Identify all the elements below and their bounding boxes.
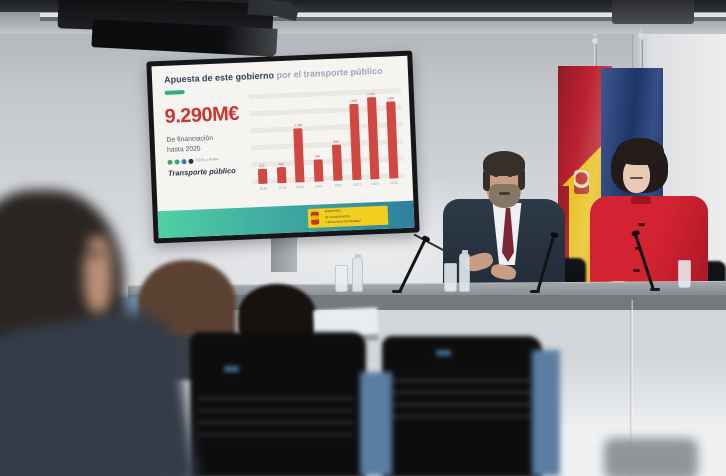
minister-beard [489, 184, 520, 208]
spain-coat-of-arms [574, 170, 589, 194]
tv-stand [271, 238, 297, 272]
x-axis-tick-label: 2020 [296, 185, 305, 190]
chart-bar [331, 144, 343, 181]
chart-bar-slot: 1.330 [290, 123, 307, 183]
bar-value-label: 2.010 [367, 92, 376, 97]
blue-chair-edge [360, 372, 392, 476]
microphone-base [650, 288, 660, 291]
x-axis-tick-label: 2023 [352, 182, 361, 188]
dot-icon [188, 158, 194, 164]
microphone-base [392, 290, 402, 293]
microphone-base [530, 290, 540, 293]
slide-accent-dash [164, 90, 185, 95]
chart-bar-slot: 400 [273, 161, 289, 184]
slide-title-light: por el transporte público [273, 65, 383, 81]
water-glass [335, 265, 348, 292]
slide-title-bold: Apuesta de este gobierno [163, 70, 275, 85]
slide-amount: 9.290M€ [164, 102, 240, 128]
chart-bar-slot: 1.890 [383, 96, 401, 179]
chart-bar-slot: 890 [329, 139, 346, 181]
red-jacket-collar [631, 196, 651, 204]
bar-chart: 370 400 1.330 540 890 1.860 2.010 1.890 2018 201… [248, 88, 405, 194]
seat-logo [436, 350, 451, 356]
bar-value-label: 540 [315, 154, 321, 159]
funding-note: PGEs y PNRR [195, 157, 219, 163]
bottle-cap [462, 250, 468, 254]
seat-logo [224, 366, 239, 372]
jacket-button [633, 269, 640, 272]
minister-eye [508, 175, 512, 177]
water-glass [678, 260, 691, 288]
minister-hair-side [483, 169, 490, 191]
jacket-button [638, 223, 645, 226]
minister-listening-fringe [616, 138, 664, 165]
minister-listening-eyes [630, 177, 643, 179]
water-glass [444, 263, 457, 292]
funding-source-dots: PGEs y PNRR [167, 156, 228, 165]
minister-eye [494, 175, 498, 177]
category-label: Transporte público [167, 166, 236, 178]
chart-bar-slot: 2.010 [364, 92, 383, 180]
bar-value-label: 370 [259, 164, 265, 168]
dot-icon [167, 159, 173, 165]
spain-flag-finial [592, 38, 598, 44]
minister-tie [502, 208, 514, 262]
ceiling-rail-shadow [40, 17, 726, 21]
foreground-journalist-blurred [0, 190, 366, 476]
foreground-chair-top-blurred [604, 438, 698, 476]
chart-bar [348, 103, 361, 181]
ceiling-rail [40, 13, 726, 17]
slide-subtitle: De financiación hasta 2025 [166, 134, 214, 154]
bar-value-label: 890 [333, 139, 339, 144]
chart-bar [257, 168, 268, 185]
water-bottle [459, 250, 470, 292]
eu-flag-finial [638, 33, 644, 39]
chart-bar [313, 159, 324, 182]
x-axis-tick-label: 2025 [390, 181, 398, 186]
chart-bar [276, 166, 287, 184]
ceiling-vent [612, 0, 694, 24]
water-bottle [352, 254, 363, 292]
press-seat-back [382, 336, 542, 476]
minister-hair-side [518, 168, 525, 190]
chart-bar [386, 100, 399, 179]
chart-bar [293, 127, 305, 183]
chart-bar-slot: 1.860 [346, 99, 364, 181]
dot-icon [174, 158, 180, 165]
bar-value-label: 1.860 [349, 99, 357, 104]
bar-value-label: 400 [278, 162, 284, 166]
dot-icon [181, 158, 187, 164]
minister-mouth [499, 192, 510, 195]
bar-value-label: 1.890 [386, 96, 395, 101]
chart-bar-slot: 370 [255, 163, 271, 185]
x-axis-tick-label: 2021 [315, 184, 324, 189]
microphone-capsule [549, 231, 559, 239]
bar-value-label: 1.330 [294, 123, 302, 128]
blue-chair-edge [532, 350, 560, 476]
press-seat-back [190, 332, 366, 476]
slide-title: Apuesta de este gobierno por el transpor… [164, 66, 383, 85]
bottle-cap [355, 254, 361, 258]
chart-plot-area: 370 400 1.330 540 890 1.860 2.010 1.890 [248, 88, 405, 185]
desk-corner-edge [630, 300, 633, 476]
chart-bar [367, 96, 380, 180]
x-axis-tick-label: 2024 [371, 181, 380, 187]
x-axis-tick-label: 2022 [334, 183, 342, 188]
chart-bar-slot: 540 [310, 154, 326, 182]
